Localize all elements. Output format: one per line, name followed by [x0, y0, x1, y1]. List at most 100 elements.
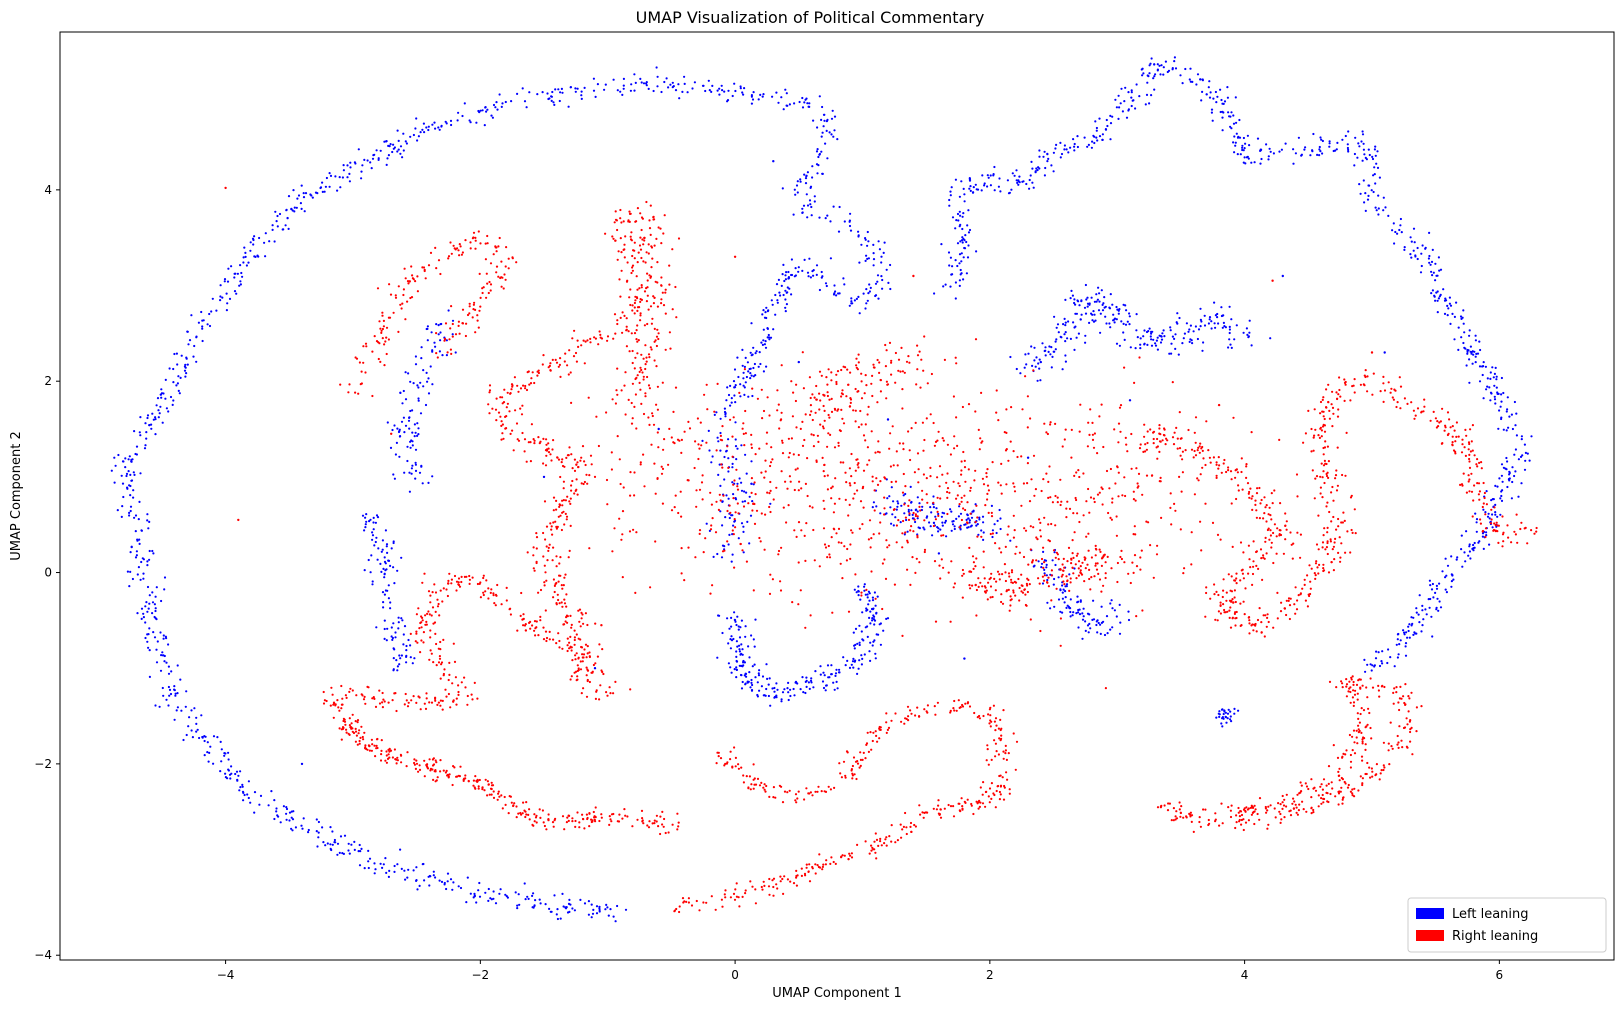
data-point: [182, 738, 185, 742]
data-point: [420, 621, 423, 624]
data-point: [982, 714, 985, 718]
data-point: [1410, 240, 1413, 243]
data-point: [771, 879, 774, 882]
data-point: [995, 750, 998, 753]
data-point: [648, 820, 651, 823]
data-point: [452, 765, 455, 768]
data-point: [660, 298, 663, 301]
data-point: [482, 576, 485, 580]
data-point: [723, 407, 727, 410]
data-point: [832, 205, 835, 208]
data-point: [558, 99, 561, 103]
data-point: [1117, 312, 1120, 315]
data-point: [629, 89, 633, 92]
data-point: [738, 905, 741, 908]
data-point: [1038, 155, 1041, 158]
data-point: [1434, 279, 1437, 282]
data-point: [727, 470, 730, 473]
data-point: [526, 551, 529, 554]
data-point: [486, 794, 489, 797]
data-point: [114, 464, 117, 467]
data-point: [434, 699, 437, 702]
data-point: [903, 533, 906, 536]
data-point: [764, 311, 767, 314]
data-point: [429, 649, 432, 652]
data-point: [959, 810, 962, 813]
data-point: [573, 458, 577, 461]
data-point: [452, 881, 455, 884]
data-point: [750, 95, 754, 98]
data-point: [644, 261, 647, 264]
data-point: [1043, 572, 1046, 575]
data-point: [219, 299, 222, 302]
data-point: [634, 377, 637, 381]
data-point: [742, 664, 745, 667]
data-point: [753, 783, 756, 786]
data-point: [1520, 482, 1523, 485]
data-point: [387, 597, 390, 600]
data-point: [941, 524, 944, 527]
data-point: [257, 255, 260, 258]
data-point: [864, 259, 867, 262]
data-point: [1431, 248, 1434, 251]
data-point: [749, 880, 752, 883]
data-point: [466, 694, 469, 698]
data-point: [498, 236, 501, 240]
data-point: [129, 484, 132, 488]
data-point: [303, 210, 306, 213]
data-point: [535, 821, 538, 824]
data-point: [859, 764, 862, 768]
data-point: [1500, 463, 1504, 466]
data-point: [762, 786, 765, 789]
data-point: [1201, 349, 1204, 352]
data-point: [856, 672, 859, 676]
data-point: [993, 165, 996, 169]
data-point: [1523, 443, 1526, 446]
data-point: [167, 704, 170, 707]
data-point: [740, 522, 744, 525]
data-point: [895, 508, 898, 511]
data-point: [479, 296, 482, 299]
data-point: [916, 706, 919, 709]
data-point: [405, 699, 408, 702]
data-point: [413, 758, 416, 761]
data-point: [1244, 162, 1247, 165]
data-point: [1511, 466, 1514, 469]
data-point: [457, 684, 460, 687]
data-point: [1380, 660, 1383, 663]
data-point: [1505, 429, 1508, 432]
data-point: [559, 917, 562, 920]
data-point: [612, 78, 615, 81]
data-point: [925, 477, 928, 480]
data-point: [400, 420, 404, 423]
data-point: [549, 362, 552, 365]
data-point: [777, 101, 780, 104]
data-point: [832, 860, 835, 864]
data-point: [1496, 515, 1499, 518]
data-point: [134, 530, 137, 533]
data-point: [908, 449, 911, 452]
data-point: [1202, 341, 1205, 344]
data-point: [1125, 116, 1129, 119]
data-point: [1201, 79, 1204, 82]
data-point: [560, 528, 564, 532]
data-point: [962, 256, 965, 259]
data-point: [582, 687, 585, 690]
data-point: [1064, 331, 1067, 334]
data-point: [901, 828, 904, 831]
data-point: [239, 283, 242, 286]
data-point: [734, 401, 737, 404]
data-point: [1174, 347, 1177, 350]
data-point: [1446, 304, 1449, 307]
data-point: [212, 735, 216, 738]
data-point: [830, 664, 833, 667]
data-point: [1224, 716, 1228, 719]
data-point: [484, 778, 487, 781]
data-point: [1078, 613, 1082, 616]
data-point: [755, 350, 758, 353]
data-point: [477, 785, 480, 788]
data-point: [1523, 468, 1527, 471]
data-point: [1106, 124, 1109, 128]
data-point: [521, 431, 524, 435]
data-point: [958, 253, 962, 256]
